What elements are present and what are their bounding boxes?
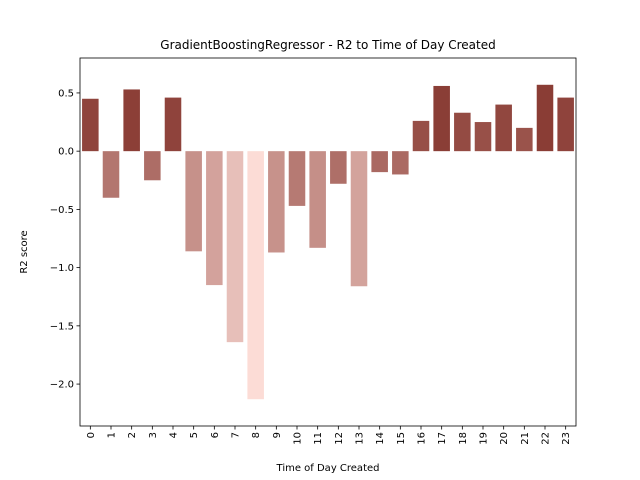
plot-frame [79, 57, 577, 427]
x-axis-label: Time of Day Created [276, 463, 380, 474]
x-tick-label: 23 [561, 432, 572, 445]
x-tick-label: 14 [375, 432, 386, 445]
bar-hour-4 [164, 97, 182, 152]
y-tick-label: −1.5 [50, 321, 74, 332]
bar-hour-22 [536, 84, 554, 152]
y-tick-label: 0.0 [58, 147, 74, 158]
x-tick-label: 0 [86, 432, 97, 438]
y-tick-label: −0.5 [50, 205, 74, 216]
bar-hour-11 [309, 151, 326, 248]
x-tick-label: 15 [396, 432, 407, 445]
x-tick-label: 1 [107, 432, 118, 438]
y-tick-label: −2.0 [50, 380, 74, 391]
y-axis-label: R2 score [19, 230, 30, 273]
bar-hour-7 [226, 151, 244, 343]
x-tick-label: 4 [169, 432, 180, 438]
x-tick-label: 9 [272, 432, 283, 438]
bar-hour-13 [350, 151, 368, 287]
bar-hour-19 [474, 122, 492, 152]
x-tick-label: 13 [355, 432, 366, 445]
bar-hour-16 [412, 120, 430, 152]
x-tick-label: 19 [479, 432, 490, 445]
bar-hour-2 [123, 89, 140, 152]
bar-hour-0 [82, 98, 99, 152]
x-tick-label: 8 [251, 432, 262, 438]
x-tick-label: 18 [458, 432, 469, 445]
bar-hour-18 [454, 112, 471, 152]
y-tick-label: −1.0 [50, 263, 74, 274]
bar-hour-23 [557, 97, 574, 152]
bar-hour-10 [288, 151, 306, 206]
x-tick-label: 17 [437, 432, 448, 445]
bar-hour-14 [371, 151, 388, 173]
x-tick-label: 2 [127, 432, 138, 438]
bar-hour-12 [330, 151, 347, 184]
x-tick-label: 7 [231, 432, 242, 438]
bar-hour-8 [247, 151, 264, 400]
x-tick-label: 12 [334, 432, 345, 445]
bar-hour-15 [392, 151, 409, 175]
bars-group [82, 84, 574, 400]
x-tick-label: 16 [417, 432, 428, 445]
x-axis: 0 1 2 3 4 5 6 7 8 9 10 11 12 13 14 15 16 17 18 19 20 21 22 23 [86, 426, 572, 445]
x-tick-label: 21 [520, 432, 531, 445]
x-tick-label: 5 [189, 432, 200, 438]
bar-hour-5 [185, 151, 202, 252]
x-tick-label: 10 [293, 432, 304, 445]
bar-hour-3 [144, 151, 161, 181]
bar-hour-1 [102, 151, 120, 198]
x-tick-label: 6 [210, 432, 221, 438]
bar-hour-6 [206, 151, 223, 286]
chart-title: GradientBoostingRegressor - R2 to Time o… [160, 38, 495, 52]
bar-hour-20 [495, 104, 512, 152]
y-tick-label: 0.5 [58, 88, 74, 99]
bar-hour-21 [516, 127, 533, 152]
x-tick-label: 22 [541, 432, 552, 445]
bar-hour-17 [433, 85, 450, 152]
x-tick-label: 3 [148, 432, 159, 438]
y-axis: 0.5 0.0 −0.5 −1.0 −1.5 −2.0 [50, 88, 80, 391]
x-tick-label: 20 [499, 432, 510, 445]
x-tick-label: 11 [313, 432, 324, 445]
bar-hour-9 [268, 151, 285, 253]
